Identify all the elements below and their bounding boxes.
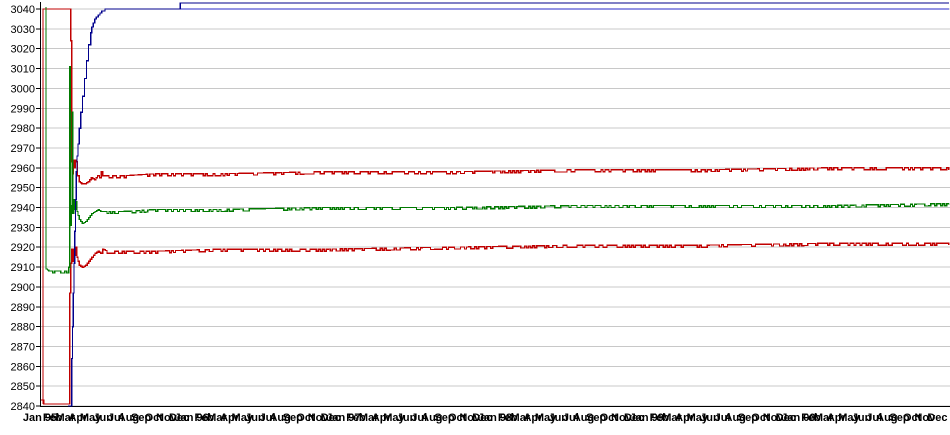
y-axis-label: 3020: [11, 44, 35, 56]
x-axis-label: Apr: [68, 412, 88, 424]
x-axis-label: Oct: [145, 412, 164, 424]
y-axis-label: 2990: [11, 103, 35, 115]
x-axis-label: Nov: [308, 412, 330, 424]
x-axis-label: Jan 00: [781, 412, 815, 424]
x-axis-label: Dec: [624, 412, 644, 424]
x-axis-label: Sep: [434, 412, 454, 424]
x-axis-label: May: [687, 412, 709, 424]
y-axis-label: 2970: [11, 143, 35, 155]
x-axis-label: Nov: [914, 412, 936, 424]
y-axis-label: 3000: [11, 83, 35, 95]
x-axis-label: Feb: [195, 412, 215, 424]
x-axis-label: Feb: [346, 412, 366, 424]
x-axis-label: Nov: [156, 412, 178, 424]
x-axis-label: Mar: [55, 412, 75, 424]
x-axis-label: Jun: [397, 412, 417, 424]
x-axis-label: Jul: [260, 412, 276, 424]
y-axis-label: 2870: [11, 341, 35, 353]
x-axis-label: Jun: [93, 412, 113, 424]
y-axis-label: 2880: [11, 322, 35, 334]
y-axis-label: 2840: [11, 401, 35, 413]
x-axis-label: Nov: [611, 412, 633, 424]
y-axis-label: 3040: [11, 4, 35, 16]
x-axis-label: Dec: [776, 412, 796, 424]
x-axis-label: Apr: [675, 412, 695, 424]
x-axis-label: Apr: [523, 412, 543, 424]
x-axis-label: May: [80, 412, 102, 424]
x-axis-label: Nov: [459, 412, 481, 424]
x-axis-label: Feb: [43, 412, 63, 424]
x-axis-label: Aug: [118, 412, 139, 424]
x-axis-label: May: [383, 412, 405, 424]
x-axis-label: Oct: [600, 412, 619, 424]
lower-red-line: [41, 242, 950, 405]
x-axis-label: May: [535, 412, 557, 424]
x-axis-label: Jul: [866, 412, 882, 424]
green-line: [45, 7, 950, 274]
y-axis-label: 3030: [11, 24, 35, 36]
x-axis-label: Oct: [903, 412, 922, 424]
x-axis-label: Jan 97: [326, 412, 360, 424]
x-axis-label: Sep: [586, 412, 606, 424]
x-axis-label: May: [838, 412, 860, 424]
x-axis-label: Sep: [738, 412, 758, 424]
x-axis-label: Oct: [751, 412, 770, 424]
x-axis-label: Feb: [498, 412, 518, 424]
y-axis-label: 3010: [11, 64, 35, 76]
x-axis-label: Dec: [927, 412, 947, 424]
x-axis-label: Jun: [245, 412, 265, 424]
x-axis-label: Oct: [448, 412, 467, 424]
x-axis-label: Dec: [321, 412, 341, 424]
x-axis-label: Mar: [359, 412, 379, 424]
y-axis-label: 2860: [11, 361, 35, 373]
x-axis-label: Apr: [372, 412, 392, 424]
x-axis-label: May: [232, 412, 254, 424]
y-axis-label: 2890: [11, 302, 35, 314]
x-axis-label: Aug: [573, 412, 594, 424]
x-axis-label: Aug: [876, 412, 897, 424]
y-axis-label: 2980: [11, 123, 35, 135]
x-axis-label: Jun: [852, 412, 872, 424]
x-axis-label: Jul: [108, 412, 124, 424]
x-axis-label: Jun: [700, 412, 720, 424]
x-axis-label: Jan 95: [23, 412, 57, 424]
y-axis-label: 2940: [11, 203, 35, 215]
x-axis-label: Sep: [889, 412, 909, 424]
y-axis-label: 2950: [11, 183, 35, 195]
x-axis-label: Jul: [411, 412, 427, 424]
x-axis-label: Jun: [548, 412, 568, 424]
x-axis-label: Jan 99: [630, 412, 664, 424]
y-axis-label: 2850: [11, 381, 35, 393]
x-axis-label: Sep: [131, 412, 151, 424]
x-axis-label: Nov: [763, 412, 785, 424]
y-axis-label: 2900: [11, 282, 35, 294]
x-axis-label: Oct: [296, 412, 315, 424]
x-axis-label: Jan 96: [175, 412, 209, 424]
x-axis-label: Sep: [283, 412, 303, 424]
x-axis-label: Mar: [511, 412, 531, 424]
x-axis-label: Aug: [269, 412, 290, 424]
x-axis-label: Jul: [715, 412, 731, 424]
y-axis-label: 2910: [11, 262, 35, 274]
x-axis-label: Mar: [662, 412, 682, 424]
y-axis-label: 2930: [11, 222, 35, 234]
x-axis-label: Feb: [650, 412, 670, 424]
x-axis-label: Mar: [814, 412, 834, 424]
x-axis-label: Dec: [169, 412, 189, 424]
x-axis-label: Aug: [725, 412, 746, 424]
x-axis-label: Mar: [207, 412, 227, 424]
x-axis-label: Apr: [220, 412, 240, 424]
x-axis-label: Aug: [421, 412, 442, 424]
y-axis-label: 2920: [11, 242, 35, 254]
x-axis-label: Dec: [472, 412, 492, 424]
y-axis-label: 2960: [11, 163, 35, 175]
x-axis-label: Jan 98: [478, 412, 512, 424]
x-axis-label: Apr: [827, 412, 847, 424]
x-axis-label: Jul: [563, 412, 579, 424]
x-axis-label: Feb: [801, 412, 821, 424]
upper-red-line: [42, 8, 950, 404]
navy-rising-line: [67, 2, 949, 407]
